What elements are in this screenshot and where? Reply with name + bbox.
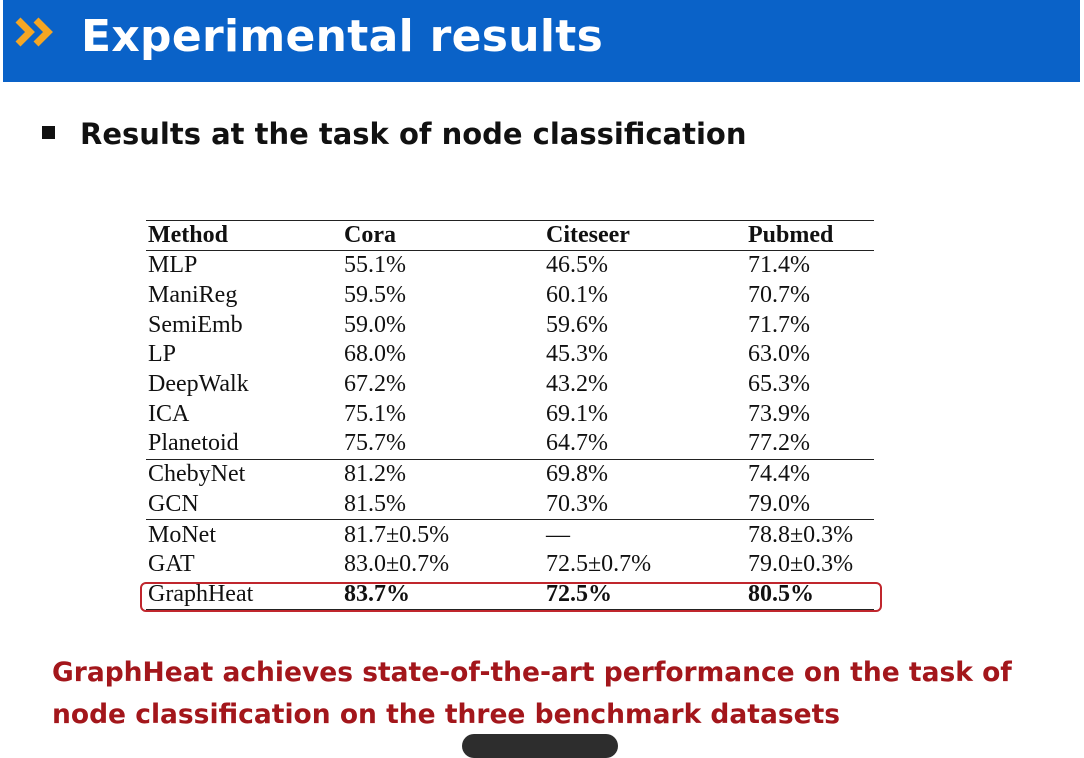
slide-title: Experimental results: [81, 11, 604, 62]
method-cell: LP: [148, 341, 177, 368]
pubmed-cell: 78.8±0.3%: [748, 521, 854, 548]
citeseer-cell: 64.7%: [546, 430, 608, 457]
pubmed-cell: 79.0±0.3%: [748, 551, 854, 578]
method-cell: ICA: [148, 400, 190, 427]
results-table: Method Cora Citeseer Pubmed MLP 55.1% 46…: [146, 220, 874, 611]
method-cell: SemiEmb: [148, 311, 243, 338]
pubmed-cell: 74.4%: [748, 461, 810, 488]
cora-cell: 81.2%: [344, 461, 406, 488]
table-row: GCN 81.5% 70.3% 79.0%: [146, 490, 874, 520]
citeseer-cell: 72.5±0.7%: [546, 551, 652, 578]
pubmed-cell: 63.0%: [748, 341, 810, 368]
table-row: ICA 75.1% 69.1% 73.9%: [146, 399, 874, 429]
citeseer-cell: 72.5%: [546, 580, 612, 607]
cora-cell: 81.5%: [344, 490, 406, 517]
column-header-cora: Cora: [344, 222, 396, 248]
citeseer-cell: 60.1%: [546, 282, 608, 309]
citeseer-cell: 45.3%: [546, 341, 608, 368]
citeseer-cell: 59.6%: [546, 311, 608, 338]
table-row: ChebyNet 81.2% 69.8% 74.4%: [146, 459, 874, 489]
cora-cell: 67.2%: [344, 371, 406, 398]
pubmed-cell: 79.0%: [748, 490, 810, 517]
citeseer-cell: 70.3%: [546, 490, 608, 517]
table-row: GAT 83.0±0.7% 72.5±0.7% 79.0±0.3%: [146, 550, 874, 580]
pubmed-cell: 70.7%: [748, 282, 810, 309]
method-cell: ManiReg: [148, 282, 238, 309]
conclusion-text: GraphHeat achieves state-of-the-art perf…: [52, 657, 1012, 730]
table-row: MLP 55.1% 46.5% 71.4%: [146, 251, 874, 281]
citeseer-cell: 69.8%: [546, 461, 608, 488]
cora-cell: 68.0%: [344, 341, 406, 368]
bullet-square-icon: [42, 126, 55, 139]
method-cell: DeepWalk: [148, 371, 249, 398]
method-cell: MoNet: [148, 521, 216, 548]
pubmed-cell: 73.9%: [748, 400, 810, 427]
cora-cell: 59.5%: [344, 282, 406, 309]
citeseer-cell: —: [546, 521, 570, 548]
pubmed-cell: 71.4%: [748, 252, 810, 279]
pubmed-cell: 80.5%: [748, 580, 814, 607]
cora-cell: 81.7±0.5%: [344, 521, 450, 548]
cora-cell: 55.1%: [344, 252, 406, 279]
citeseer-cell: 46.5%: [546, 252, 608, 279]
table-row: DeepWalk 67.2% 43.2% 65.3%: [146, 370, 874, 400]
cora-cell: 83.7%: [344, 580, 410, 607]
method-cell: GAT: [148, 551, 195, 578]
pubmed-cell: 77.2%: [748, 430, 810, 457]
method-cell: Planetoid: [148, 430, 239, 457]
video-overlay-tab[interactable]: [462, 734, 618, 758]
method-cell: GraphHeat: [148, 580, 254, 607]
table-row: SemiEmb 59.0% 59.6% 71.7%: [146, 310, 874, 340]
table-row: MoNet 81.7±0.5% — 78.8±0.3%: [146, 519, 874, 550]
table-row-graphheat: GraphHeat 83.7% 72.5% 80.5%: [146, 580, 874, 611]
method-cell: ChebyNet: [148, 461, 246, 488]
column-header-method: Method: [148, 222, 228, 248]
pubmed-cell: 71.7%: [748, 311, 810, 338]
citeseer-cell: 69.1%: [546, 400, 608, 427]
table-row: LP 68.0% 45.3% 63.0%: [146, 340, 874, 370]
cora-cell: 83.0±0.7%: [344, 551, 450, 578]
method-cell: MLP: [148, 252, 198, 279]
citeseer-cell: 43.2%: [546, 371, 608, 398]
table-header-row: Method Cora Citeseer Pubmed: [146, 220, 874, 251]
cora-cell: 75.1%: [344, 400, 406, 427]
pubmed-cell: 65.3%: [748, 371, 810, 398]
table-row: Planetoid 75.7% 64.7% 77.2%: [146, 429, 874, 459]
bullet-heading: Results at the task of node classificati…: [80, 117, 747, 151]
slide-header: Experimental results: [3, 0, 1080, 82]
cora-cell: 75.7%: [344, 430, 406, 457]
table-row: ManiReg 59.5% 60.1% 70.7%: [146, 281, 874, 311]
column-header-pubmed: Pubmed: [748, 222, 834, 248]
cora-cell: 59.0%: [344, 311, 406, 338]
double-chevron-right-icon: [15, 17, 53, 47]
column-header-citeseer: Citeseer: [546, 222, 630, 248]
method-cell: GCN: [148, 490, 199, 517]
